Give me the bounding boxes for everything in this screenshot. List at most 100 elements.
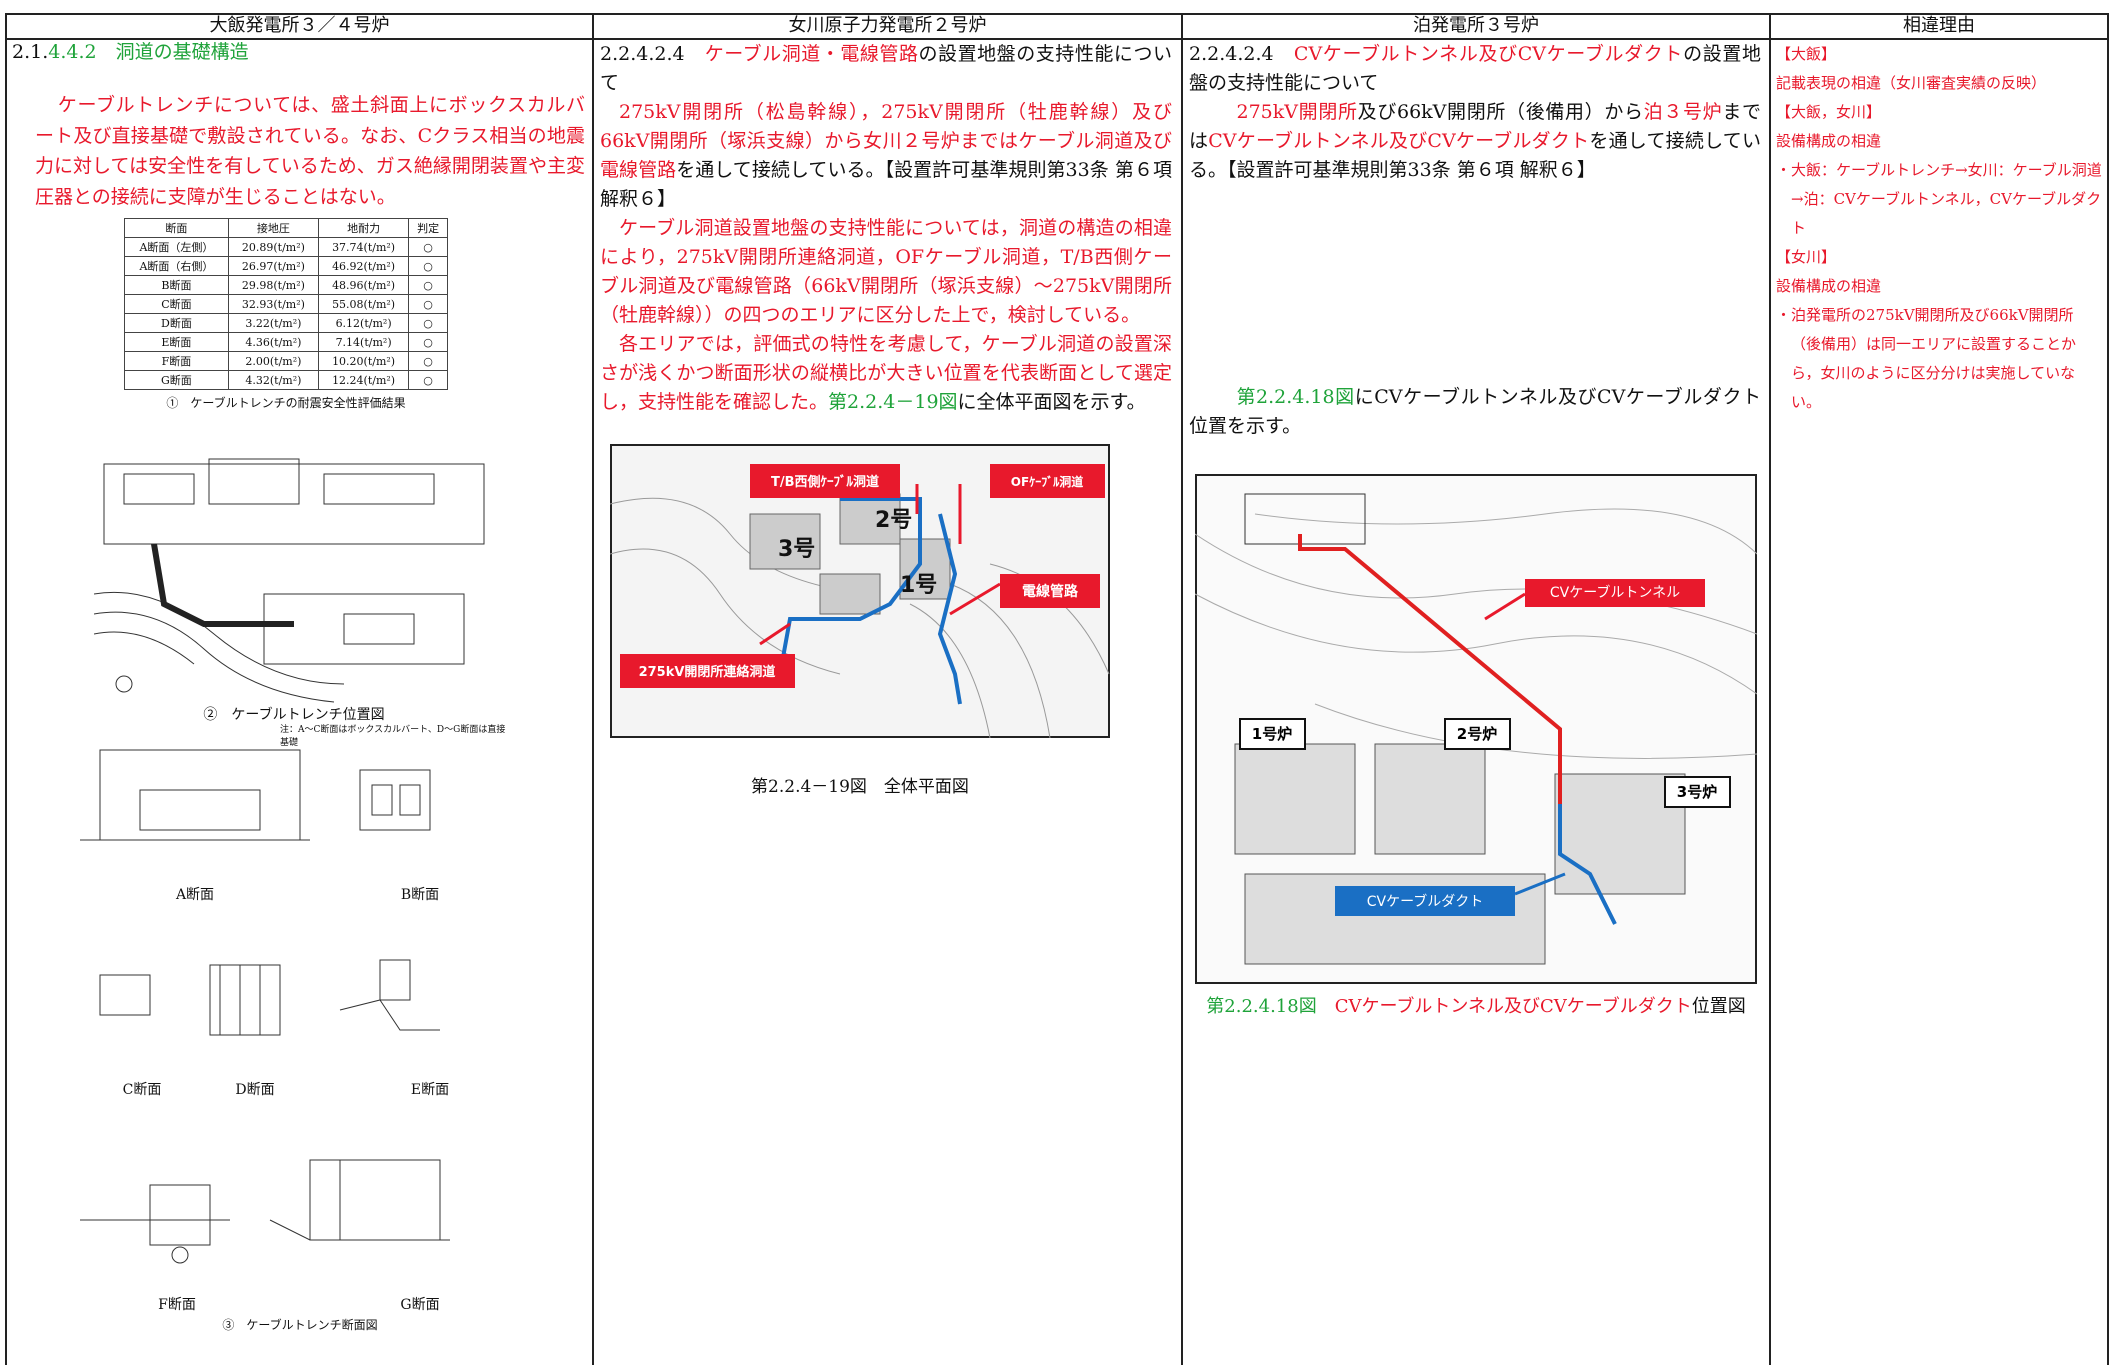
- table-cell: 29.98(t/m²): [227, 275, 320, 295]
- reason-line: 設備構成の相違: [1776, 277, 1882, 295]
- table-cell: 20.89(t/m²): [227, 237, 320, 257]
- column-header: 大飯発電所３／４号炉: [209, 15, 390, 36]
- reason-line: 【大飯，女川】: [1776, 103, 1882, 121]
- reason-line: 設備構成の相違: [1776, 132, 1882, 150]
- figure-caption: ② ケーブルトレンチ位置図: [203, 707, 385, 723]
- table-header: 判定: [408, 218, 448, 238]
- table-header: 接地圧: [227, 218, 320, 238]
- table-row: E断面 4.36(t/m²) 7.14(t/m²) ○: [124, 332, 448, 352]
- column-header: 相違理由: [1903, 15, 1975, 36]
- table-cell: 2.00(t/m²): [227, 351, 320, 371]
- text-run: 2.2.4.2.4: [600, 43, 705, 65]
- text-run: を通して接続している。【設置許可基準規則第33条 第６項 解釈６】: [600, 159, 1172, 210]
- table-cell: A断面（右側）: [124, 256, 229, 276]
- text-run: 及び66kV開閉所（後備用）から: [1357, 101, 1644, 123]
- text-run: 4.4.2 洞道の基礎構造: [48, 41, 249, 63]
- table-cell: G断面: [124, 370, 229, 390]
- col-border: [2107, 13, 2109, 1365]
- figure-caption: ③ ケーブルトレンチ断面図: [222, 1318, 378, 1332]
- section-label: A断面: [175, 887, 215, 903]
- text-run: に全体平面図を示す。: [957, 391, 1146, 413]
- map-label: T/B西側ｹｰﾌﾞﾙ洞道: [771, 474, 879, 490]
- text-run: 各エリアでは，評価式の特性を考慮して，ケーブル洞道の設置深さが浅くかつ断面形状の…: [600, 333, 1172, 413]
- table-cell: ○: [408, 313, 448, 333]
- map-label: 3号: [778, 537, 815, 562]
- table-cell: 4.32(t/m²): [227, 370, 320, 390]
- text-run: 泊３号炉: [1643, 101, 1723, 123]
- section-label: D断面: [235, 1082, 275, 1098]
- figure-caption: 第2.2.4－19図 全体平面図: [751, 777, 969, 797]
- column-header: 女川原子力発電所２号炉: [788, 15, 987, 36]
- section-heading: 2.2.4.2.4 ケーブル洞道・電線管路の設置地盤の支持性能について: [600, 40, 1172, 98]
- figure-note: 注：A～C断面はボックスカルバート、D～G断面は直接基礎: [280, 725, 506, 748]
- text-run: ケーブル洞道・電線管路: [704, 43, 919, 65]
- paragraphs: 275kV開閉所（松島幹線），275kV開閉所（牡鹿幹線）及び66kV開閉所（塚…: [600, 98, 1172, 417]
- table-cell: ○: [408, 294, 448, 314]
- table-row: C断面 32.93(t/m²) 55.08(t/m²) ○: [124, 294, 448, 314]
- table-cell: ○: [408, 256, 448, 276]
- section-label: E断面: [410, 1082, 450, 1098]
- table-row: F断面 2.00(t/m²) 10.20(t/m²) ○: [124, 351, 448, 371]
- table-cell: 6.12(t/m²): [317, 313, 410, 333]
- text-run: 275kV開閉所（松島幹線），275kV開閉所（牡鹿幹線）: [619, 101, 1133, 123]
- section-label: G断面: [400, 1297, 440, 1313]
- text-run: CVケーブルトンネル及びCVケーブルダクト: [1334, 996, 1692, 1017]
- table-row: B断面 29.98(t/m²) 48.96(t/m²) ○: [124, 275, 448, 295]
- table-row: 断面 接地圧 地耐力 判定: [124, 218, 448, 238]
- eval-table-wrap: 断面 接地圧 地耐力 判定 A断面（左側） 20.89(t/m²) 37.74(t/m²) ○…: [124, 218, 448, 411]
- paragraph: ケーブルトレンチについては、盛土斜面上にボックスカルバート及び直接基礎で敷設され…: [35, 94, 585, 208]
- text-run: 2.1.: [12, 41, 49, 63]
- text-run: 第2.2.4.18図: [1236, 386, 1355, 408]
- plan-map: T/B西側ｹｰﾌﾞﾙ洞道 OFｹｰﾌﾞﾙ洞道 電線管路 275kV開閉所連絡洞道…: [610, 444, 1110, 738]
- text-run: 位置図: [1691, 996, 1746, 1017]
- table-cell: ○: [408, 275, 448, 295]
- table-top: [5, 13, 2108, 15]
- table-cell: 48.96(t/m²): [317, 275, 410, 295]
- section-label: B断面: [400, 887, 440, 903]
- section-label: C断面: [122, 1082, 162, 1098]
- text-run: にCVケーブルトンネル及びCVケーブルダクト位置を示す。: [1189, 386, 1762, 437]
- table-cell: 55.08(t/m²): [317, 294, 410, 314]
- map-label: 1号: [900, 573, 937, 598]
- table-cell: B断面: [124, 275, 229, 295]
- paragraph: 第2.2.4.18図にCVケーブルトンネル及びCVケーブルダクト位置を示す。: [1189, 383, 1761, 441]
- map-label: 2号: [875, 508, 912, 533]
- map-label: OFｹｰﾌﾞﾙ洞道: [1011, 474, 1083, 489]
- table-cell: 10.20(t/m²): [317, 351, 410, 371]
- text-run: までは: [1189, 101, 1761, 152]
- text-run: 及び66kV開閉所（塚浜支線）から女川２号炉まではケーブル洞道及び電線管路: [600, 101, 1172, 181]
- text-run: を通して接続している。【設置許可基準規則第33条 第６項 解釈６】: [1189, 130, 1761, 181]
- table-cell: D断面: [124, 313, 229, 333]
- text-run: の設置地盤の支持性能について: [1189, 43, 1762, 94]
- table-cell: 4.36(t/m²): [227, 332, 320, 352]
- text-run: 第2.2.4.18図: [1206, 996, 1335, 1017]
- reason-line: ・泊発電所の275kV開閉所及び66kV開閉所（後備用）は同一エリアに設置するこ…: [1776, 306, 2077, 411]
- table-cell: ○: [408, 332, 448, 352]
- table-cell: ○: [408, 237, 448, 257]
- map-label: 3号炉: [1677, 783, 1717, 801]
- table-row: D断面 3.22(t/m²) 6.12(t/m²) ○: [124, 313, 448, 333]
- paragraph: 275kV開閉所（松島幹線），275kV開閉所（牡鹿幹線）及び66kV開閉所（塚…: [600, 98, 1172, 214]
- paragraph: 各エリアでは，評価式の特性を考慮して，ケーブル洞道の設置深さが浅くかつ断面形状の…: [600, 330, 1172, 417]
- table-row: G断面 4.32(t/m²) 12.24(t/m²) ○: [124, 370, 448, 390]
- col-border: [5, 13, 7, 1365]
- reason-line: 記載表現の相違（女川審査実績の反映）: [1776, 74, 2047, 92]
- reasons: 【大飯】 記載表現の相違（女川審査実績の反映） 【大飯，女川】 設備構成の相違 ・大飯：…: [1776, 40, 2102, 417]
- text-run: の設置地盤の支持性能について: [600, 43, 1172, 94]
- text-run: CVケーブルトンネル及びCVケーブルダクト: [1293, 43, 1684, 65]
- section-heading: 2.1.4.4.2 洞道の基礎構造: [12, 38, 582, 67]
- map-label: CVケーブルトンネル: [1550, 584, 1680, 601]
- table-cell: E断面: [124, 332, 229, 352]
- table-cell: 3.22(t/m²): [227, 313, 320, 333]
- reason-line: 【大飯】: [1776, 45, 1837, 63]
- map-label: 2号炉: [1457, 725, 1497, 743]
- figure-caption: 第2.2.4.18図 CVケーブルトンネル及びCVケーブルダクト位置図: [1195, 992, 1757, 1021]
- table-cell: 37.74(t/m²): [317, 237, 410, 257]
- col-border: [1769, 13, 1771, 1365]
- text-run: 2.2.4.2.4: [1189, 43, 1294, 65]
- table-cell: A断面（左側）: [124, 237, 229, 257]
- table-caption: ① ケーブルトレンチの耐震安全性評価結果: [166, 396, 406, 410]
- table-cell: ○: [408, 370, 448, 390]
- table-cell: 7.14(t/m²): [317, 332, 410, 352]
